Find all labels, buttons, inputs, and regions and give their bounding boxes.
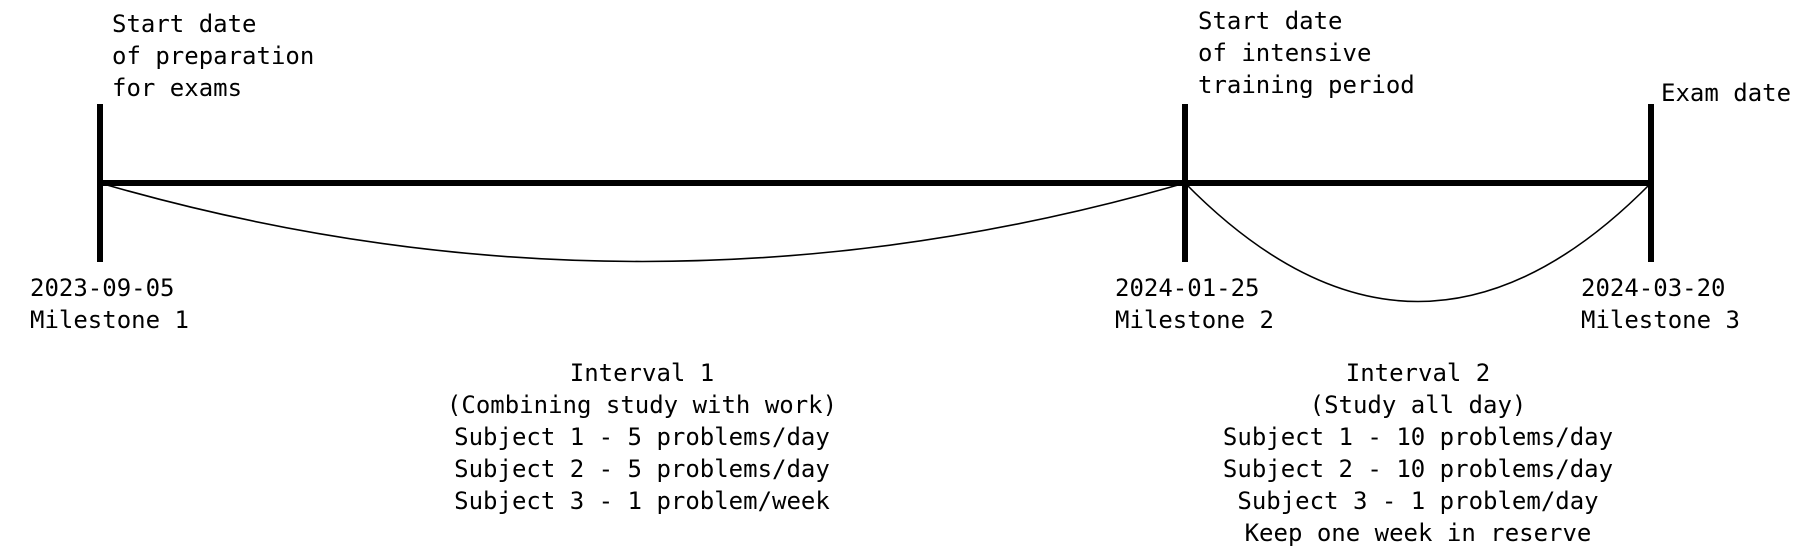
milestone-3-name: Milestone 3 xyxy=(1581,306,1740,334)
interval-1-title: Interval 1 xyxy=(569,359,715,387)
milestone-1-date: 2023-09-05 xyxy=(30,274,175,302)
milestone-1-name: Milestone 1 xyxy=(30,306,189,334)
interval-1-arc xyxy=(99,182,1186,263)
milestone-1-top-label: Start date of preparation for exams xyxy=(112,10,315,102)
milestone-2-caption: 2024-01-25 Milestone 2 xyxy=(1115,272,1274,336)
milestone-3-top-label: Exam date xyxy=(1661,79,1792,107)
milestone-3-date: 2024-03-20 xyxy=(1581,274,1726,302)
interval-2-arc xyxy=(1184,182,1652,303)
interval-2-title: Interval 2 xyxy=(1345,359,1491,387)
milestone-2-top-label: Start date of intensive training period xyxy=(1198,7,1415,99)
milestone-1-caption: 2023-09-05 Milestone 1 xyxy=(30,272,189,336)
milestone-3-caption: 2024-03-20 Milestone 3 xyxy=(1581,272,1740,336)
milestone-2-date: 2024-01-25 xyxy=(1115,274,1260,302)
interval-2-description: Interval 2 (Study all day) Subject 1 - 1… xyxy=(1222,359,1614,547)
interval-1-description: Interval 1 (Combining study with work) S… xyxy=(446,359,838,515)
milestone-2-name: Milestone 2 xyxy=(1115,306,1274,334)
